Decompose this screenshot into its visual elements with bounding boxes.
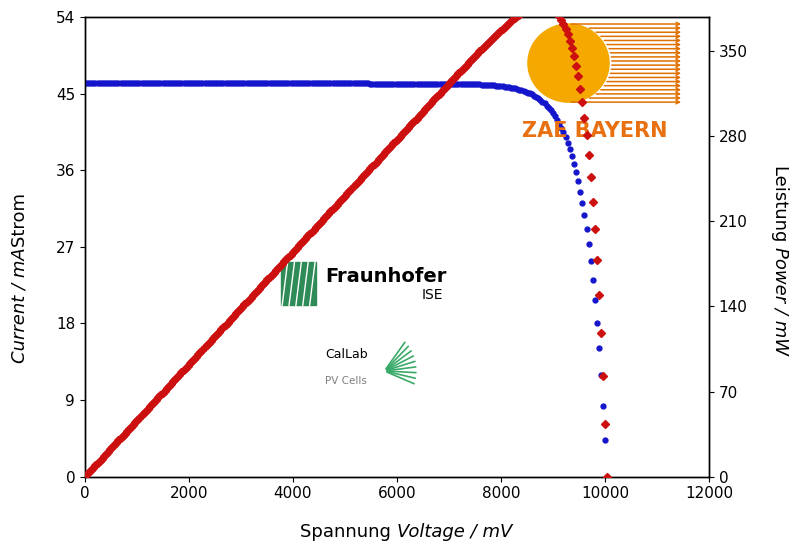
Text: Voltage / mV: Voltage / mV: [397, 523, 512, 541]
Text: CalLab: CalLab: [325, 348, 368, 361]
Text: Current / mA: Current / mA: [10, 247, 29, 363]
Text: ZAE BAYERN: ZAE BAYERN: [522, 121, 667, 140]
Text: Strom: Strom: [10, 187, 29, 247]
Bar: [282, 262, 316, 305]
Text: ISE: ISE: [422, 288, 443, 302]
Text: Spannung: Spannung: [300, 523, 397, 541]
Text: Fraunhofer: Fraunhofer: [325, 267, 446, 286]
Text: Power / mW: Power / mW: [771, 247, 790, 355]
Text: PV Cells: PV Cells: [325, 375, 367, 386]
Ellipse shape: [528, 24, 609, 102]
Text: Leistung: Leistung: [771, 165, 790, 247]
